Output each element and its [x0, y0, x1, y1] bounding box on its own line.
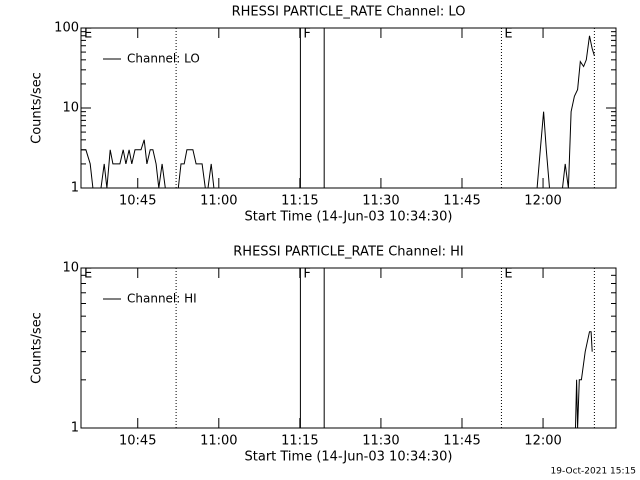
x-axis-label: Start Time (14-Jun-03 10:34:30) [245, 450, 453, 465]
x-tick-label: 11:15 [281, 194, 318, 209]
x-tick-label: 10:45 [119, 194, 156, 209]
x-tick-label: 10:45 [119, 434, 156, 449]
x-tick-label: 11:30 [362, 434, 399, 449]
x-tick-label: 11:30 [362, 194, 399, 209]
marker-label: E [84, 267, 92, 282]
y-tick-label: 10 [62, 261, 79, 276]
legend-label: Channel: HI [127, 292, 197, 306]
data-line [81, 331, 593, 429]
x-tick-label: 11:45 [443, 194, 480, 209]
x-tick-label: 12:00 [524, 194, 561, 209]
marker-label: E [84, 27, 92, 42]
y-tick-label: 1 [71, 181, 79, 196]
y-axis-label: Counts/sec [30, 312, 45, 384]
x-tick-label: 11:00 [200, 434, 237, 449]
chart-title: RHESSI PARTICLE_RATE Channel: HI [233, 245, 463, 260]
y-tick-label: 1 [71, 421, 79, 436]
marker-label: F [303, 27, 310, 42]
legend-label: Channel: LO [127, 52, 200, 66]
x-tick-label: 12:00 [524, 434, 561, 449]
chart-title: RHESSI PARTICLE_RATE Channel: LO [232, 5, 466, 20]
marker-label: E [504, 27, 512, 42]
y-axis-label: Counts/sec [30, 72, 45, 144]
y-tick-label: 100 [54, 21, 79, 36]
footer-timestamp: 19-Oct-2021 15:15 [551, 467, 636, 477]
y-tick-label: 10 [62, 101, 79, 116]
marker-label: F [303, 267, 310, 282]
x-tick-label: 11:15 [281, 434, 318, 449]
marker-label: E [504, 267, 512, 282]
x-tick-label: 11:45 [443, 434, 480, 449]
x-tick-label: 11:00 [200, 194, 237, 209]
x-axis-label: Start Time (14-Jun-03 10:34:30) [245, 210, 453, 225]
data-line [81, 35, 595, 189]
